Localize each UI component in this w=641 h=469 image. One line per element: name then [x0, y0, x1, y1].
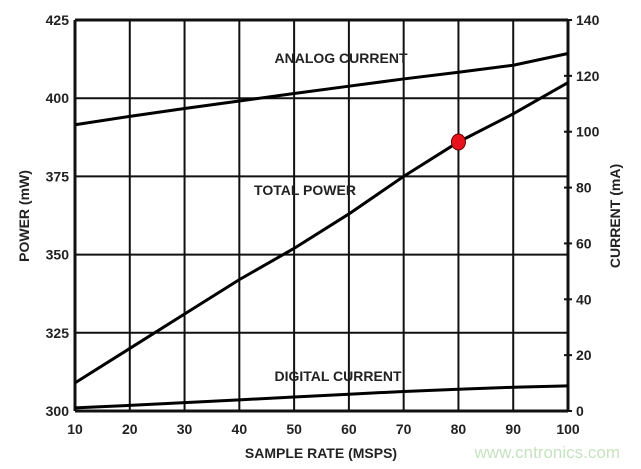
y2-tick-label: 80 — [576, 180, 592, 196]
x-tick-label: 100 — [556, 421, 580, 437]
series-line-digital-current — [74, 384, 569, 410]
digital-current-label: DIGITAL CURRENT — [274, 368, 401, 384]
x-tick-label: 30 — [177, 421, 193, 437]
y2-tick-label: 0 — [576, 403, 584, 419]
y-tick-label: 400 — [46, 90, 70, 106]
y2-tick-label: 120 — [576, 68, 600, 84]
y-tick-label: 350 — [46, 247, 70, 263]
y2-tick-label: 20 — [576, 347, 592, 363]
y-tick-label: 425 — [46, 12, 70, 28]
watermark: www.cntronics.com — [474, 443, 620, 462]
x-tick-label: 20 — [122, 421, 138, 437]
y-tick-label: 375 — [46, 168, 70, 184]
x-tick-label: 80 — [451, 421, 467, 437]
y-tick-label: 300 — [46, 403, 70, 419]
analog-current-label: ANALOG CURRENT — [275, 50, 408, 66]
grid — [73, 18, 572, 413]
x-axis-label: SAMPLE RATE (MSPS) — [245, 445, 397, 461]
series-line-total-power — [74, 81, 569, 385]
y2-tick-label: 60 — [576, 235, 592, 251]
y2-tick-label: 100 — [576, 124, 600, 140]
highlight-point — [450, 133, 466, 151]
y2-tick-label: 140 — [576, 12, 600, 28]
x-tick-label: 70 — [396, 421, 412, 437]
tick-labels: 10 20 30 40 50 60 70 80 90 100 300 325 350 375 400 425 0… — [46, 12, 600, 437]
x-tick-label: 10 — [67, 421, 83, 437]
x-tick-label: 40 — [232, 421, 248, 437]
y2-axis-label: CURRENT (mA) — [607, 164, 623, 268]
y-tick-label: 325 — [46, 325, 70, 341]
total-power-label: TOTAL POWER — [254, 182, 356, 198]
x-tick-label: 50 — [286, 421, 302, 437]
series-line-analog-current — [74, 52, 569, 127]
series-lines — [74, 52, 569, 410]
y2-tick-label: 40 — [576, 291, 592, 307]
x-tick-label: 60 — [341, 421, 357, 437]
x-tick-label: 90 — [505, 421, 521, 437]
y-axis-label: POWER (mW) — [16, 170, 32, 262]
